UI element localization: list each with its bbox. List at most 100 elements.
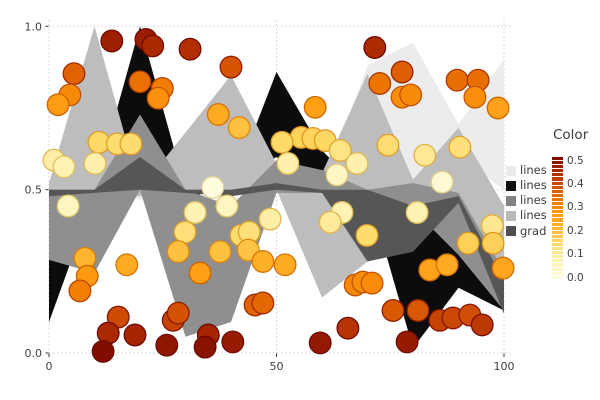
colorbar-segment (552, 173, 563, 177)
scatter-point (406, 299, 430, 322)
scatter-point (56, 194, 80, 218)
colorbar-tick-label: 0.3 (567, 201, 584, 214)
scatter-point (360, 271, 384, 295)
x-tick-label: 100 (494, 360, 515, 373)
axes: 0 50 100 0.0 0.5 1.0 (25, 20, 515, 373)
scatter-point (68, 279, 92, 303)
scatter-point (258, 207, 282, 231)
legend-swatch (506, 226, 516, 237)
legend-entry-label: lines (520, 178, 547, 193)
colorbar-tick-label: 0.1 (567, 248, 584, 261)
scatter-point (178, 37, 202, 61)
scatter-point (481, 231, 505, 255)
scatter-point (166, 240, 190, 264)
colorbar-segment (552, 206, 563, 210)
scatter-point (463, 85, 487, 109)
legend-entry-lines: lines (506, 209, 547, 224)
scatter-point (173, 220, 197, 244)
y-tick-label: 0.5 (25, 184, 43, 197)
colorbar-segment (552, 234, 563, 238)
scatter-point (208, 240, 232, 264)
y-tick-label: 1.0 (25, 20, 43, 33)
colorbar-segment (552, 267, 563, 271)
scatter-point (62, 62, 86, 86)
scatter-point (215, 194, 239, 218)
scatter-point (251, 291, 275, 315)
legend-entry-label: lines (520, 208, 547, 223)
colorbar-segment (552, 226, 563, 230)
scatter-point (83, 152, 107, 175)
colorbar-tick-label: 0.0 (567, 271, 584, 284)
scatter-point (336, 316, 360, 340)
ribbon-lines-silver (49, 26, 504, 298)
scatter-point (445, 68, 469, 92)
x-tick-label: 50 (270, 360, 284, 373)
scatter-point (413, 143, 437, 167)
scatter-point (166, 301, 190, 325)
scatter-point (146, 86, 170, 110)
colorbar-segment (552, 275, 563, 279)
legend-entry-label: lines (520, 162, 547, 177)
colorbar-segment (552, 271, 563, 275)
scatter-point (325, 163, 349, 187)
scatter-point (119, 132, 143, 156)
scatter-point (123, 323, 147, 347)
colorbar-segment (552, 263, 563, 267)
scatter-point (456, 231, 480, 255)
scatter-point (46, 93, 70, 117)
scatter-point (345, 152, 369, 175)
scatter-point (273, 253, 297, 277)
scatter-point (390, 60, 414, 84)
legend-entry-lines: lines (506, 193, 547, 208)
colorbar-tick-label: 0.4 (567, 177, 584, 190)
colorbar-segment (552, 177, 563, 181)
legend-title: Color (553, 127, 589, 143)
scatter-point (308, 331, 332, 355)
scatter-point (470, 313, 494, 337)
colorbar-segment (552, 197, 563, 202)
scatter-point (115, 253, 139, 277)
scatter-point (381, 299, 405, 322)
x-tick-label: 0 (46, 360, 53, 373)
colorbar-tick-label: 0.2 (567, 224, 584, 237)
colorbar-segment (552, 218, 563, 222)
y-tick-label: 0.0 (25, 347, 43, 360)
legend-entry-label: grad (520, 223, 547, 238)
scatter-point (219, 55, 243, 79)
colorbar-segment (552, 247, 563, 251)
scatter-point (276, 152, 300, 175)
scatter-point (100, 29, 124, 53)
scatter-point (183, 201, 207, 224)
scatter-point (399, 83, 423, 107)
colorbar-segment (552, 181, 563, 185)
colorbar-segment (552, 210, 563, 214)
scatter-point (395, 330, 419, 354)
scatter-point (52, 155, 76, 179)
scatter-point (405, 201, 429, 224)
scatter-point (128, 70, 152, 94)
scatter-point (201, 175, 225, 199)
scatter-point (355, 223, 379, 247)
scatter-point (491, 256, 515, 280)
scatter-point (206, 103, 230, 126)
legend-entry-lines: lines (506, 178, 547, 193)
colorbar-segment (552, 189, 563, 193)
colorbar-segment (552, 214, 563, 218)
scatter-point (448, 135, 472, 159)
colorbar-segment (552, 185, 563, 189)
colorbar-segment (552, 157, 563, 161)
scatter-point (221, 330, 245, 354)
legend-entry-label: lines (520, 193, 547, 208)
scatter-point (486, 96, 510, 120)
ribbon-lines-gray (49, 114, 504, 337)
legend-entry-lines: lines (506, 163, 547, 178)
legend-swatch (506, 180, 516, 191)
legend-swatch (506, 165, 516, 176)
scatter-point (155, 333, 179, 357)
colorbar-segment (552, 169, 563, 173)
scatter-point (193, 335, 217, 359)
scatter-point (141, 34, 165, 58)
legend-entry-grad: grad (506, 224, 547, 239)
